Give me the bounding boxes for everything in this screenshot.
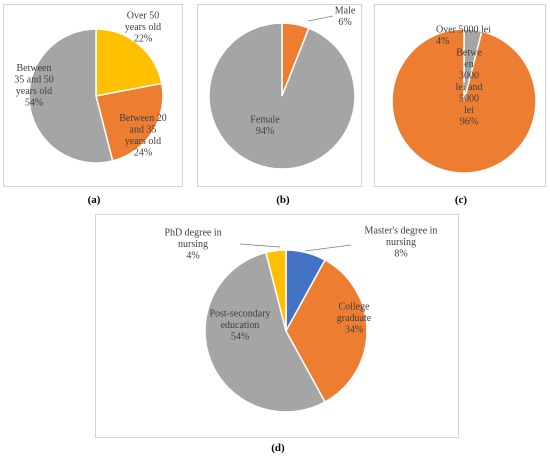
caption-c: (c): [454, 194, 468, 206]
pie-chart-a: Over 50 years old 22% Between 20 and 35 years…: [14, 11, 167, 164]
pie-slice-2-1: [391, 28, 537, 174]
slice-label-2-0: Over 5000 lei 4%: [436, 24, 491, 47]
panel-a: Over 50 years old 22% Between 20 and 35 years…: [3, 4, 183, 187]
slice-label-0-1: Between 20 and 35 years old 24%: [119, 113, 167, 159]
slice-label-0-2: Between 35 and 50 years old 54%: [14, 63, 53, 109]
panel-b: Male 6% Female 94%: [197, 4, 362, 187]
caption-a: (a): [87, 194, 101, 206]
pie-chart-b: Male 6% Female 94%: [208, 5, 356, 170]
pie-slice-3-2: [204, 251, 327, 413]
slice-label-1-0: Male 6%: [335, 5, 356, 28]
caption-b: (b): [276, 194, 290, 206]
slice-label-3-3: PhD degree in nursing 4%: [164, 228, 221, 262]
pie-slice-0-1: [95, 82, 164, 162]
pie-slice-1-1: [208, 22, 356, 170]
panel-d: Master's degree in nursing 8% College gradua…: [95, 214, 459, 438]
leader-line-3-0: [304, 244, 352, 252]
pie-slice-0-0: [95, 28, 163, 97]
slice-label-2-1: Betwe en 3000 lei and 5000 lei 96%: [456, 48, 483, 128]
slice-label-0-0: Over 50 years old 22%: [125, 11, 161, 45]
pie-slice-0-2: [28, 28, 114, 164]
leader-line-3-3: [239, 243, 281, 248]
slice-label-3-0: Master's degree in nursing 8%: [365, 226, 438, 260]
slice-label-3-2: Post-secondary education 54%: [209, 309, 270, 343]
slice-label-1-1: Female 94%: [250, 114, 280, 137]
pie-slice-3-3: [264, 249, 287, 332]
pie-chart-c: Over 5000 lei 4%Betwe en 3000 lei and 5000 lei…: [391, 24, 537, 174]
caption-d: (d): [271, 442, 285, 454]
pie-chart-d: Master's degree in nursing 8% College gradua…: [164, 226, 438, 413]
leader-line-1-0: [307, 15, 334, 22]
panel-c: Over 5000 lei 4% Betwe en 3000 lei and 5000 lei…: [374, 4, 546, 187]
slice-label-3-1: College graduate 34%: [337, 302, 372, 336]
